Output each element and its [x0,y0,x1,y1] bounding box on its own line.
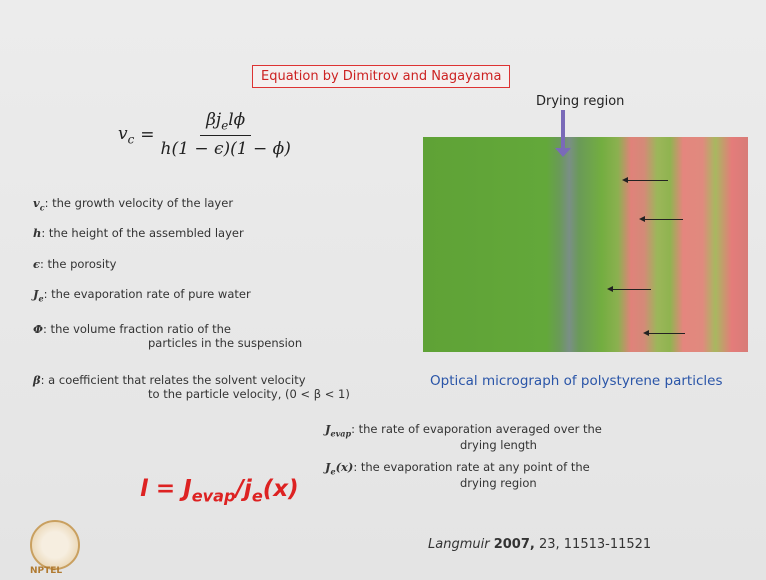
definition-text: : the height of the assembled layer [41,226,243,240]
pointer [561,110,565,150]
ratio-lhs: l = J [140,476,192,502]
title: Equation by Dimitrov and Nagayama [252,65,510,88]
denominator: h(1 − ϵ)(1 − ϕ) [161,136,291,159]
eq-equals: = [140,125,154,145]
ratio-end: (x) [263,476,299,502]
eq-lhs: vc [118,124,134,146]
eq-lhs-sub: c [128,132,135,146]
micrograph [423,137,748,352]
arrow [628,180,668,181]
definition-text: : the porosity [40,257,116,271]
definition: vc: the growth velocity of the layer [33,196,233,212]
symbol-after: (x) [336,460,354,474]
definition-line: Φ: the volume fraction ratio of the [33,322,302,336]
symbol: β [33,373,41,387]
definition-line: β: a coefficient that relates the solven… [33,373,350,387]
image-label: Drying region [536,94,624,109]
arrow [645,219,683,220]
definition-line: Je: the evaporation rate of pure water [33,287,251,303]
year: 2007, [494,537,535,552]
definition-text: : the growth velocity of the layer [45,196,233,210]
journal: Langmuir [428,537,490,552]
definition: Jevap: the rate of evaporation averaged … [325,422,602,452]
definition: h: the height of the assembled layer [33,226,244,240]
symbol: v [33,196,40,210]
definition-text: : a coefficient that relates the solvent… [41,373,306,387]
num-b: lϕ [228,110,245,130]
definition-line: vc: the growth velocity of the layer [33,196,233,212]
definition-line: Je(x): the evaporation rate at any point… [325,460,590,476]
ratio-sub: e [252,487,263,506]
equation: vc = βjelϕ h(1 − ϵ)(1 − ϕ) [118,110,291,159]
ratio-sub: evap [192,487,236,506]
definition-text: : the rate of evaporation averaged over … [351,422,602,436]
symbol-sub: evap [330,428,351,438]
numerator: βjelϕ [200,110,251,136]
definition-text: : the evaporation rate at any point of t… [353,460,589,474]
ratio-mid: /j [236,476,252,502]
eq-lhs-symbol: v [118,124,128,144]
logo-text: NPTEL [30,566,62,576]
definition: Je(x): the evaporation rate at any point… [325,460,590,490]
definition-text: : the volume fraction ratio of the [43,322,231,336]
pointer-head [555,148,571,165]
symbol: ϵ [33,257,40,271]
num-a: βj [206,110,221,130]
ratio-equation: l = Jevap/je(x) [140,476,299,506]
definition-text: : the evaporation rate of pure water [44,287,251,301]
citation: Langmuir 2007, 23, 11513-11521 [428,537,651,552]
definition-line: to the particle velocity, (0 < β < 1) [33,387,350,401]
logo-emblem [30,520,80,570]
volume-pages: 23, 11513-11521 [539,537,651,552]
arrow [649,333,685,334]
definition-line: particles in the suspension [33,336,302,350]
fraction: βjelϕ h(1 − ϵ)(1 − ϕ) [161,110,291,159]
arrow [613,289,651,290]
definition-line: drying length [325,438,602,452]
symbol: Φ [33,322,43,336]
definition-line: Jevap: the rate of evaporation averaged … [325,422,602,438]
definition: ϵ: the porosity [33,257,116,271]
caption: Optical micrograph of polystyrene partic… [430,373,722,389]
definition-line: h: the height of the assembled layer [33,226,244,240]
definition: Je: the evaporation rate of pure water [33,287,251,303]
definition-line: drying region [325,476,590,490]
definition: β: a coefficient that relates the solven… [33,373,350,401]
definition-line: ϵ: the porosity [33,257,116,271]
slide: Equation by Dimitrov and Nagayama vc = β… [0,0,766,580]
